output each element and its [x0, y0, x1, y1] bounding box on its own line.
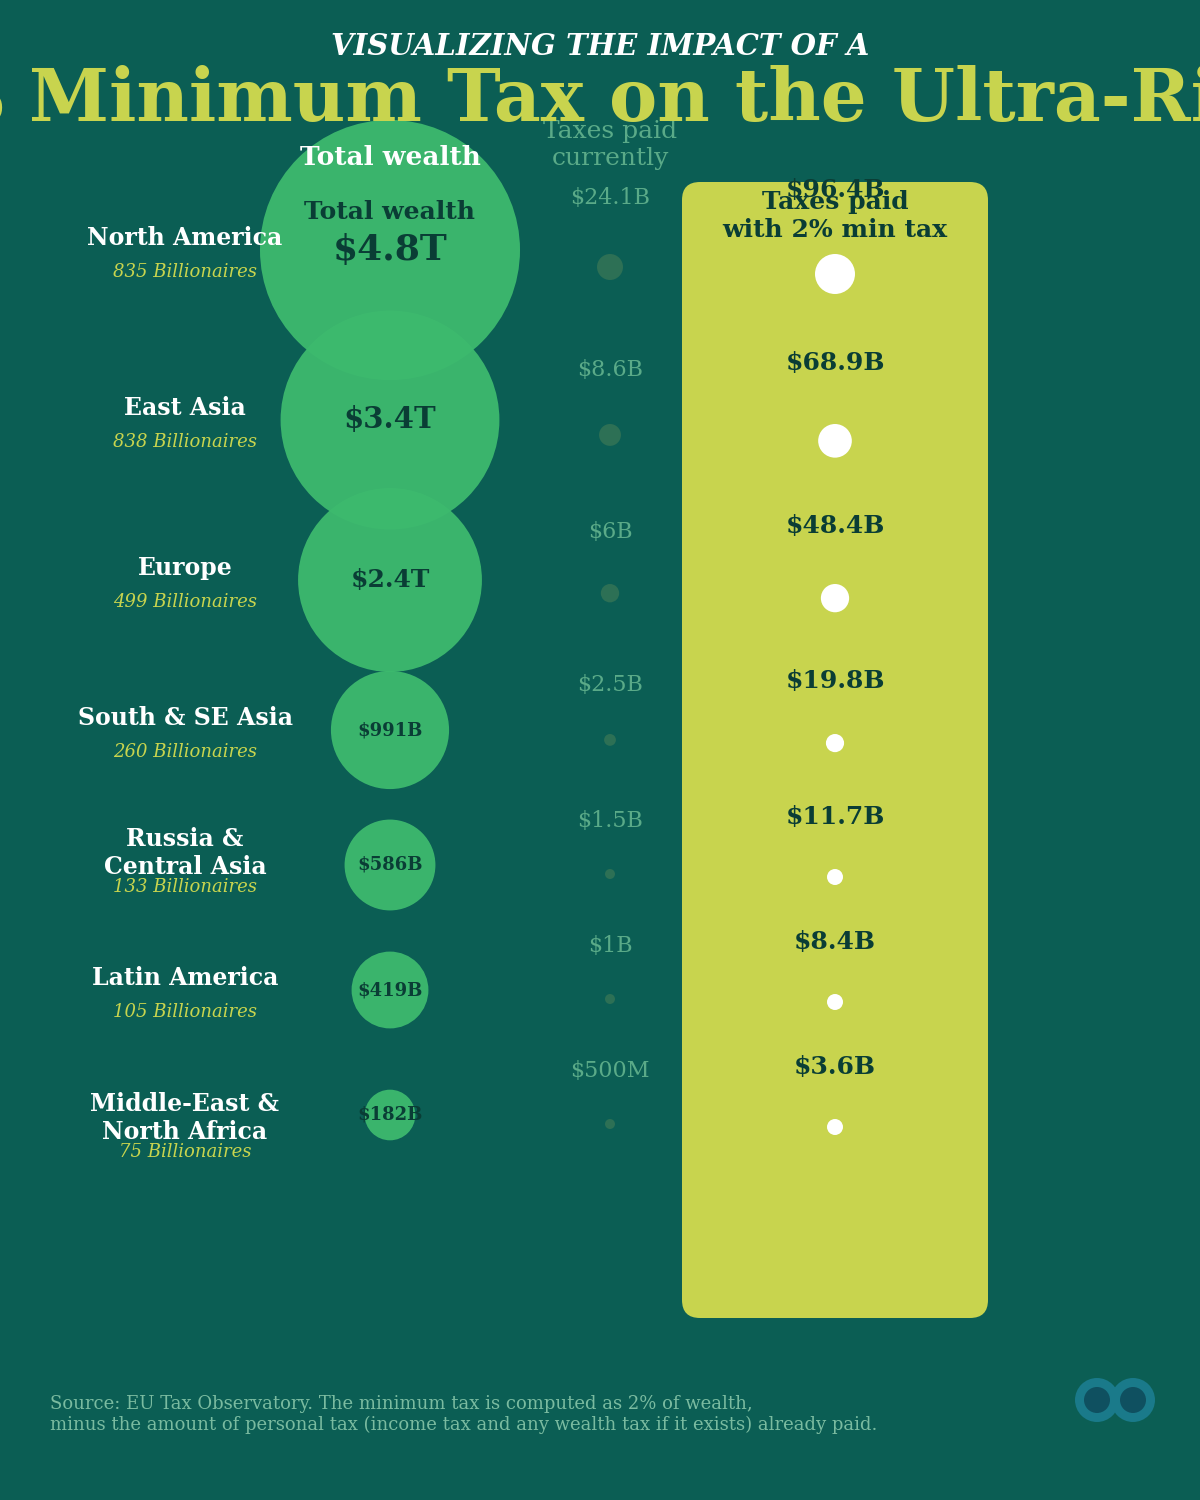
Text: $3.6B: $3.6B — [794, 1054, 876, 1078]
Text: 499 Billionaires: 499 Billionaires — [113, 592, 257, 610]
Circle shape — [1120, 1388, 1146, 1413]
Text: $2.5B: $2.5B — [577, 674, 643, 696]
Text: $8.4B: $8.4B — [794, 930, 876, 954]
Circle shape — [605, 1119, 616, 1130]
Text: VISUALIZING THE IMPACT OF A: VISUALIZING THE IMPACT OF A — [331, 32, 869, 62]
Text: Russia &
Central Asia: Russia & Central Asia — [103, 827, 266, 879]
Text: $96.4B: $96.4B — [785, 178, 884, 203]
Text: Latin America: Latin America — [92, 966, 278, 990]
Text: Total wealth: Total wealth — [300, 146, 480, 170]
Text: $8.6B: $8.6B — [577, 358, 643, 381]
Text: $182B: $182B — [358, 1106, 422, 1124]
Text: 105 Billionaires: 105 Billionaires — [113, 1004, 257, 1022]
Circle shape — [281, 310, 499, 530]
Text: South & SE Asia: South & SE Asia — [78, 706, 293, 730]
Text: 260 Billionaires: 260 Billionaires — [113, 742, 257, 760]
Text: 75 Billionaires: 75 Billionaires — [119, 1143, 251, 1161]
Circle shape — [1108, 1388, 1123, 1402]
Circle shape — [599, 424, 620, 445]
Circle shape — [818, 424, 852, 458]
Text: 133 Billionaires: 133 Billionaires — [113, 878, 257, 896]
FancyBboxPatch shape — [682, 182, 988, 1318]
Circle shape — [605, 994, 616, 1004]
Text: $11.7B: $11.7B — [785, 806, 884, 830]
Text: $1B: $1B — [588, 934, 632, 957]
Circle shape — [598, 254, 623, 280]
Circle shape — [260, 120, 520, 380]
Text: East Asia: East Asia — [124, 396, 246, 420]
Circle shape — [344, 819, 436, 910]
Text: 838 Billionaires: 838 Billionaires — [113, 433, 257, 451]
Circle shape — [331, 670, 449, 789]
Text: Taxes paid
currently: Taxes paid currently — [542, 120, 677, 170]
Text: Total wealth: Total wealth — [305, 200, 475, 223]
Text: Source: EU Tax Observatory. The minimum tax is computed as 2% of wealth,
minus t: Source: EU Tax Observatory. The minimum … — [50, 1395, 877, 1434]
Text: $4.8T: $4.8T — [332, 232, 448, 267]
Text: $6B: $6B — [588, 520, 632, 543]
Circle shape — [815, 254, 854, 294]
Circle shape — [1084, 1388, 1110, 1413]
Text: $48.4B: $48.4B — [785, 514, 884, 538]
Text: $1.5B: $1.5B — [577, 810, 643, 832]
Text: $991B: $991B — [358, 722, 422, 740]
Text: $2.4T: $2.4T — [350, 568, 430, 592]
Circle shape — [601, 584, 619, 603]
Circle shape — [352, 951, 428, 1029]
Circle shape — [298, 488, 482, 672]
Text: $586B: $586B — [358, 856, 422, 874]
Text: Europe: Europe — [138, 556, 233, 580]
Circle shape — [821, 584, 850, 612]
Text: $419B: $419B — [358, 981, 422, 999]
Circle shape — [604, 734, 616, 746]
Text: 2% Minimum Tax on the Ultra-Rich: 2% Minimum Tax on the Ultra-Rich — [0, 64, 1200, 136]
Text: $3.4T: $3.4T — [343, 405, 437, 435]
Circle shape — [826, 734, 844, 752]
Circle shape — [1111, 1378, 1154, 1422]
Circle shape — [1075, 1378, 1120, 1422]
Circle shape — [365, 1089, 415, 1140]
Text: North America: North America — [88, 226, 283, 251]
Text: $500M: $500M — [570, 1060, 649, 1082]
Text: Taxes paid
with 2% min tax: Taxes paid with 2% min tax — [722, 190, 948, 242]
Circle shape — [827, 868, 842, 885]
Circle shape — [605, 868, 616, 879]
Text: $24.1B: $24.1B — [570, 188, 650, 209]
Text: Middle-East &
North Africa: Middle-East & North Africa — [90, 1092, 280, 1144]
Text: $19.8B: $19.8B — [785, 669, 884, 693]
Circle shape — [827, 1119, 842, 1136]
Text: $68.9B: $68.9B — [785, 351, 884, 375]
Circle shape — [827, 994, 842, 1010]
Text: 835 Billionaires: 835 Billionaires — [113, 262, 257, 280]
